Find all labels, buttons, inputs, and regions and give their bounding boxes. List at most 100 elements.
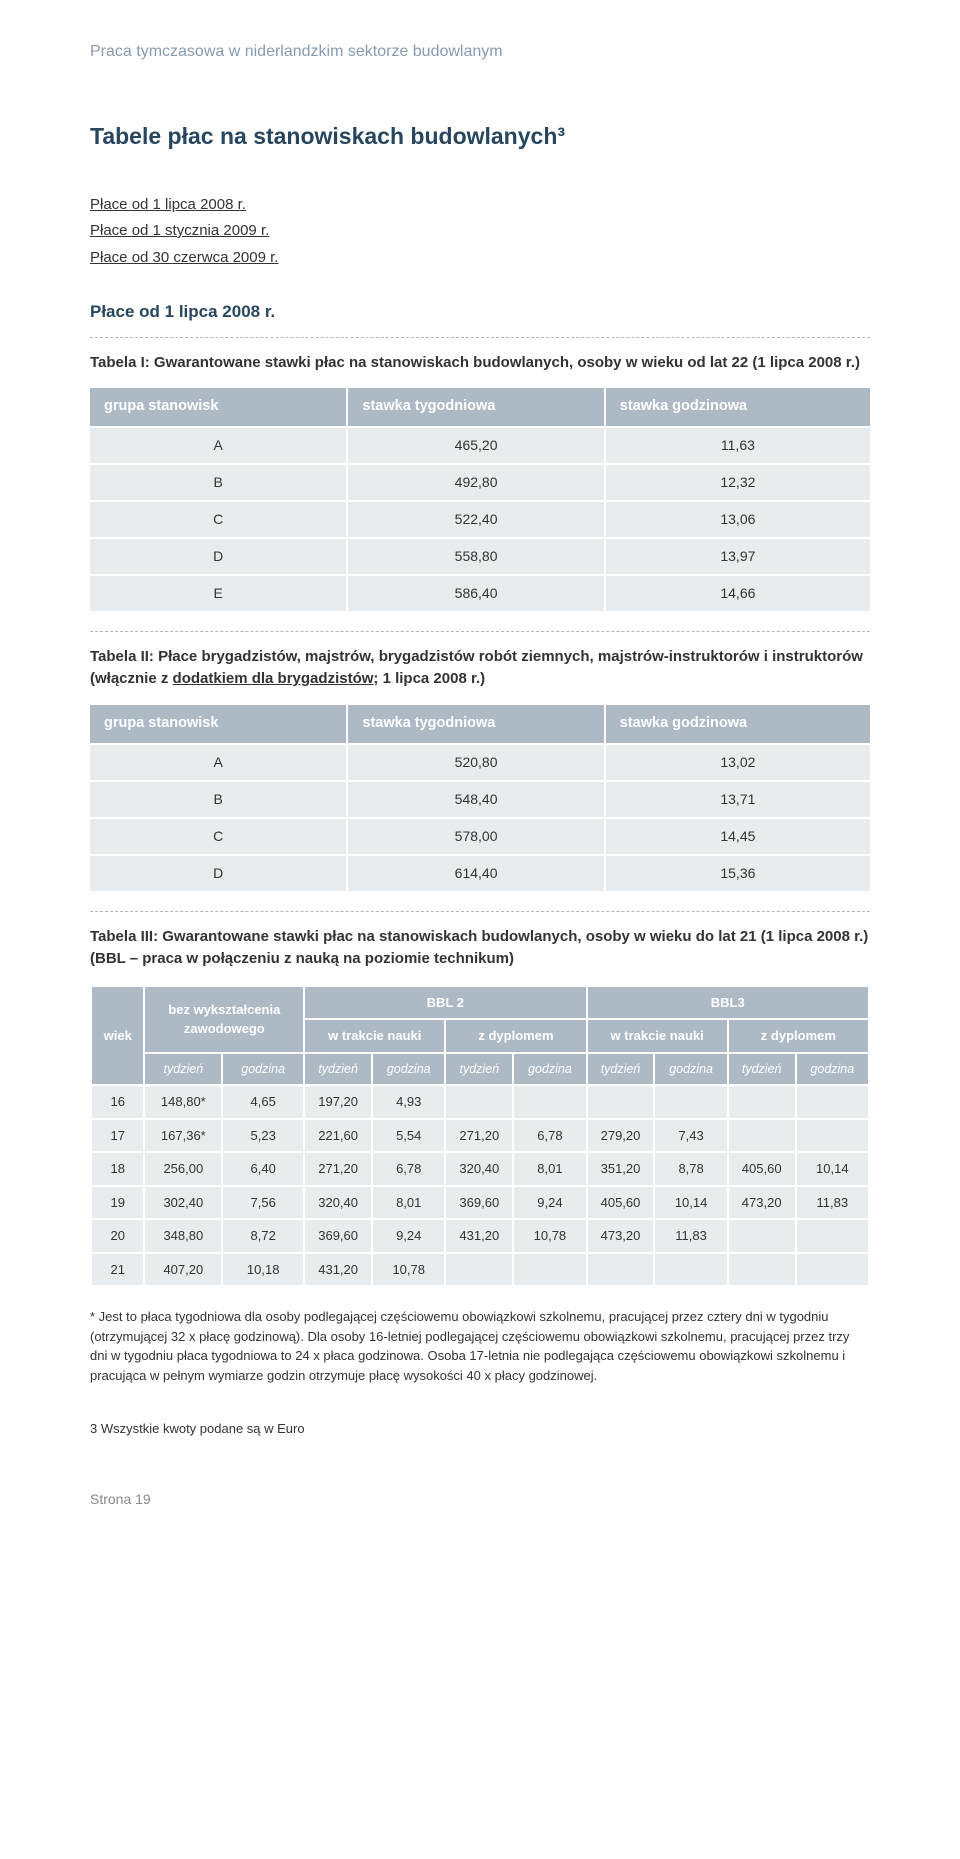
table-cell: 405,60 <box>587 1186 655 1220</box>
link-2[interactable]: Płace od 1 stycznia 2009 r. <box>90 220 870 243</box>
table-cell <box>513 1253 586 1287</box>
table-row: 18256,006,40271,206,78320,408,01351,208,… <box>91 1152 869 1186</box>
table-cell: 10,14 <box>796 1152 869 1186</box>
t3-h-bez-l2: zawodowego <box>151 1019 297 1039</box>
table-cell: A <box>90 427 347 464</box>
table-cell: 320,40 <box>445 1152 513 1186</box>
table-cell: 5,54 <box>372 1119 445 1153</box>
t2-h1: grupa stanowisk <box>90 705 347 744</box>
t3-sub-t: tydzień <box>587 1053 655 1086</box>
table-cell: 11,83 <box>796 1186 869 1220</box>
table-cell: 5,23 <box>222 1119 304 1153</box>
table-cell: A <box>90 744 347 781</box>
main-title: Tabele płac na stanowiskach budowlanych³ <box>90 119 870 154</box>
table-cell: 13,71 <box>605 781 870 818</box>
t3-h-bbl2-b: z dyplomem <box>445 1019 586 1053</box>
table-cell: 431,20 <box>445 1219 513 1253</box>
table-cell: 19 <box>91 1186 144 1220</box>
table-cell: 351,20 <box>587 1152 655 1186</box>
table-cell <box>728 1085 796 1119</box>
table-cell: 9,24 <box>513 1186 586 1220</box>
table-cell: 279,20 <box>587 1119 655 1153</box>
table-2: grupa stanowisk stawka tygodniowa stawka… <box>90 705 870 891</box>
table-cell: 271,20 <box>445 1119 513 1153</box>
t3-sub-g: godzina <box>654 1053 727 1086</box>
table-cell: 11,63 <box>605 427 870 464</box>
table-cell: E <box>90 575 347 611</box>
table3-caption: Tabela III: Gwarantowane stawki płac na … <box>90 926 870 971</box>
t1-h1: grupa stanowisk <box>90 388 347 427</box>
table-cell: 369,60 <box>445 1186 513 1220</box>
t3-sub-t: tydzień <box>728 1053 796 1086</box>
table-cell <box>587 1253 655 1287</box>
table-cell: 9,24 <box>372 1219 445 1253</box>
divider <box>90 631 870 632</box>
table-row: 16148,80*4,65197,204,93 <box>91 1085 869 1119</box>
t3-sub-g: godzina <box>513 1053 586 1086</box>
table-cell: 197,20 <box>304 1085 372 1119</box>
t3-h-bbl2-a: w trakcie nauki <box>304 1019 445 1053</box>
table-cell: 17 <box>91 1119 144 1153</box>
table-1: grupa stanowisk stawka tygodniowa stawka… <box>90 388 870 611</box>
table1-caption: Tabela I: Gwarantowane stawki płac na st… <box>90 352 870 375</box>
table-cell: 7,43 <box>654 1119 727 1153</box>
t2-cap-u: dodatkiem dla brygadzistów <box>173 670 374 687</box>
table-cell: 522,40 <box>347 501 604 538</box>
t3-h-bbl3: BBL3 <box>587 986 869 1020</box>
table-cell <box>796 1219 869 1253</box>
t1-h2: stawka tygodniowa <box>347 388 604 427</box>
table-cell: 614,40 <box>347 855 604 891</box>
table-cell <box>587 1085 655 1119</box>
t1-h3: stawka godzinowa <box>605 388 870 427</box>
table-row: B492,8012,32 <box>90 464 870 501</box>
table-cell: 8,01 <box>513 1152 586 1186</box>
table-cell: 586,40 <box>347 575 604 611</box>
table-cell: C <box>90 818 347 855</box>
table2-caption: Tabela II: Płace brygadzistów, majstrów,… <box>90 646 870 691</box>
t3-sub-g: godzina <box>222 1053 304 1086</box>
table-cell: 6,40 <box>222 1152 304 1186</box>
table-cell: 473,20 <box>587 1219 655 1253</box>
table-cell: C <box>90 501 347 538</box>
table-cell: 407,20 <box>144 1253 222 1287</box>
table-cell: 11,83 <box>654 1219 727 1253</box>
table-cell: B <box>90 464 347 501</box>
section-title: Płace od 1 lipca 2008 r. <box>90 299 870 325</box>
t3-sub-t: tydzień <box>304 1053 372 1086</box>
table-row: C578,0014,45 <box>90 818 870 855</box>
table-row: E586,4014,66 <box>90 575 870 611</box>
page-header: Praca tymczasowa w niderlandzkim sektorz… <box>90 40 870 64</box>
table-row: 19302,407,56320,408,01369,609,24405,6010… <box>91 1186 869 1220</box>
table-cell: D <box>90 855 347 891</box>
table-cell <box>796 1253 869 1287</box>
t2-h2: stawka tygodniowa <box>347 705 604 744</box>
link-3[interactable]: Płace od 30 czerwca 2009 r. <box>90 247 870 270</box>
table-cell: 14,66 <box>605 575 870 611</box>
table-cell: 20 <box>91 1219 144 1253</box>
table-row: D614,4015,36 <box>90 855 870 891</box>
table-row: 21407,2010,18431,2010,78 <box>91 1253 869 1287</box>
table-row: 20348,808,72369,609,24431,2010,78473,201… <box>91 1219 869 1253</box>
table-cell: 6,78 <box>513 1119 586 1153</box>
table-cell: D <box>90 538 347 575</box>
table-cell: 12,32 <box>605 464 870 501</box>
table-cell: 431,20 <box>304 1253 372 1287</box>
table-cell: 4,65 <box>222 1085 304 1119</box>
t2-h3: stawka godzinowa <box>605 705 870 744</box>
table-cell: 348,80 <box>144 1219 222 1253</box>
table-cell: 6,78 <box>372 1152 445 1186</box>
footnote-star: * Jest to płaca tygodniowa dla osoby pod… <box>90 1307 870 1385</box>
table-cell: 465,20 <box>347 427 604 464</box>
table-cell <box>728 1219 796 1253</box>
table-cell: 13,02 <box>605 744 870 781</box>
t3-sub-t: tydzień <box>445 1053 513 1086</box>
table-cell: 8,72 <box>222 1219 304 1253</box>
table-cell: 302,40 <box>144 1186 222 1220</box>
table-cell: 18 <box>91 1152 144 1186</box>
table-cell: 10,18 <box>222 1253 304 1287</box>
table-cell: 520,80 <box>347 744 604 781</box>
table-cell: 13,06 <box>605 501 870 538</box>
t3-h-bez: bez wykształcenia zawodowego <box>144 986 304 1053</box>
table-cell <box>728 1119 796 1153</box>
link-1[interactable]: Płace od 1 lipca 2008 r. <box>90 194 870 217</box>
